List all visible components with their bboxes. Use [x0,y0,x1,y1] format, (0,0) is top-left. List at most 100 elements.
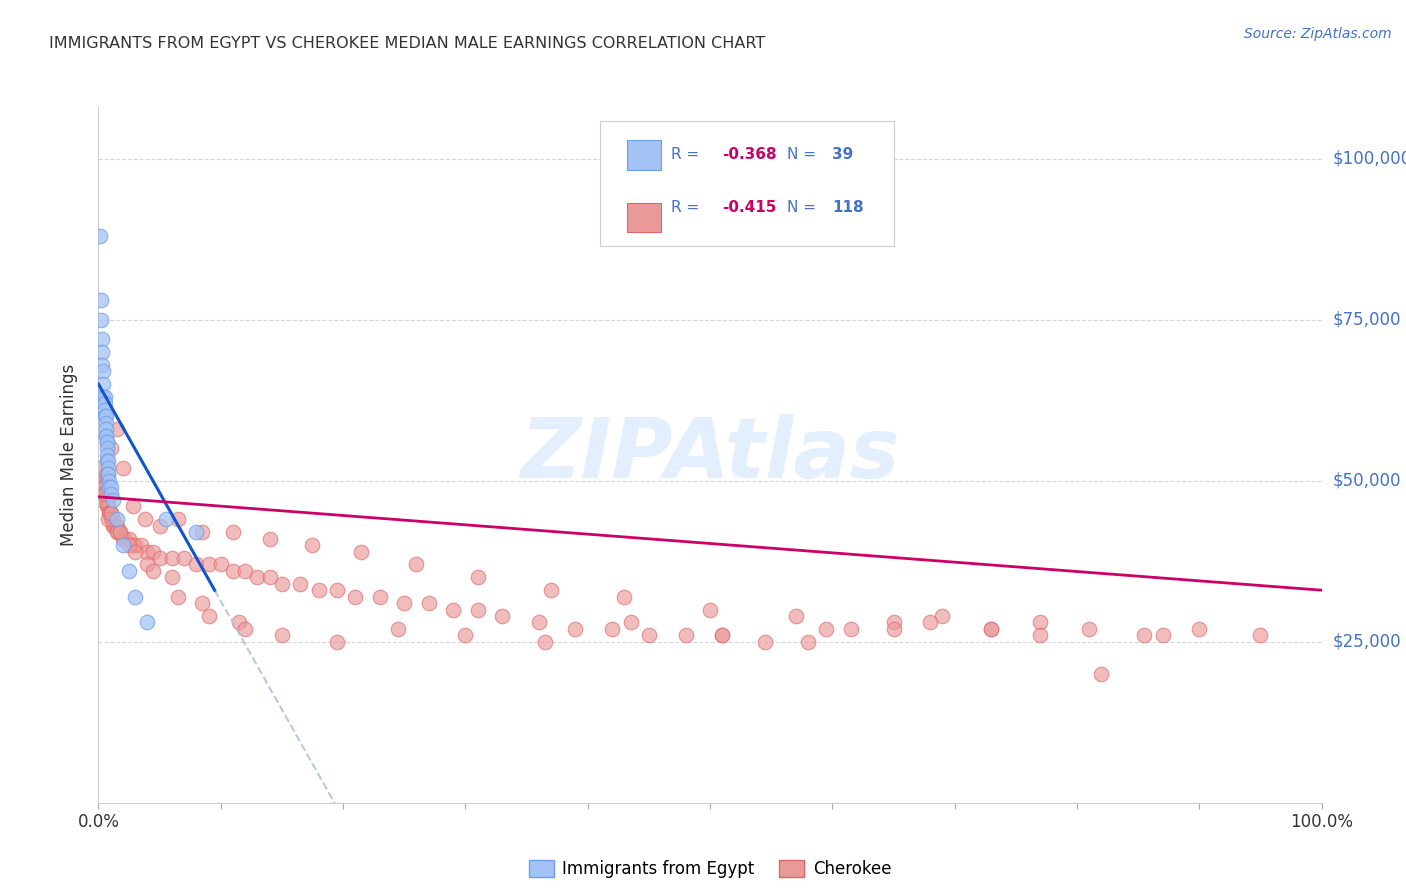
Point [104,518,127,533]
Point [98,506,121,520]
Point [1029,615,1052,630]
Point [564,622,586,636]
Point [1188,622,1211,636]
Point [121,538,143,552]
Text: $50,000: $50,000 [1333,472,1402,490]
Point [1133,628,1156,642]
Point [111,532,134,546]
Point [142,544,165,558]
Text: N =: N = [787,147,821,161]
Point [619,615,641,630]
Point [89,228,111,243]
Point [301,538,323,552]
Point [785,609,807,624]
Point [91,358,114,372]
Point [454,628,477,642]
Point [96,435,118,450]
Point [233,564,256,578]
FancyBboxPatch shape [600,121,893,246]
Point [105,525,128,540]
Point [467,570,489,584]
Point [91,493,114,508]
Point [97,454,120,468]
Point [90,293,112,308]
Point [1029,628,1052,642]
Point [467,602,489,616]
Point [94,409,117,424]
Point [124,538,146,552]
Point [136,558,159,572]
Point [118,538,141,552]
Point [111,460,134,475]
Point [797,634,820,648]
Point [441,602,464,616]
Point [91,364,114,378]
Text: -0.415: -0.415 [723,201,776,216]
Point [94,486,117,500]
Point [209,558,232,572]
Point [368,590,391,604]
Point [228,615,250,630]
Point [920,615,942,630]
Point [101,518,124,533]
Point [100,442,122,456]
Point [815,622,838,636]
Point [491,609,513,624]
Text: 39: 39 [832,147,853,161]
Point [93,486,115,500]
Point [94,428,117,442]
Point [93,409,115,424]
Point [980,622,1002,636]
Point [91,332,114,346]
Point [186,525,208,540]
Point [699,602,721,616]
Point [540,583,562,598]
Point [118,532,141,546]
Point [94,493,117,508]
Point [883,615,905,630]
Point [711,628,734,642]
Y-axis label: Median Male Earnings: Median Male Earnings [59,364,77,546]
Point [883,622,905,636]
Point [259,570,281,584]
Point [105,422,128,436]
Point [96,454,118,468]
Point [90,312,112,326]
Point [160,551,183,566]
Point [118,564,141,578]
Point [149,551,172,566]
Text: N =: N = [787,201,821,216]
Text: $100,000: $100,000 [1333,150,1406,168]
Point [93,402,115,417]
Text: -0.368: -0.368 [723,147,778,161]
Point [101,512,124,526]
Point [97,467,120,482]
Point [149,518,172,533]
Point [98,480,121,494]
Text: R =: R = [671,201,704,216]
Point [124,590,146,604]
Point [259,532,281,546]
Point [91,390,114,404]
Point [392,596,416,610]
Point [100,506,122,520]
Point [326,583,349,598]
Point [94,467,117,482]
Point [167,590,190,604]
Point [94,416,117,430]
Point [129,538,152,552]
Point [637,628,661,642]
Point [105,512,128,526]
Point [96,493,118,508]
Point [91,480,114,494]
Point [1152,628,1174,642]
Point [97,467,120,482]
Point [136,615,159,630]
Point [344,590,367,604]
Point [711,628,734,642]
Point [173,551,195,566]
Point [91,344,114,359]
Point [155,512,177,526]
Point [191,525,214,540]
Point [1249,628,1271,642]
